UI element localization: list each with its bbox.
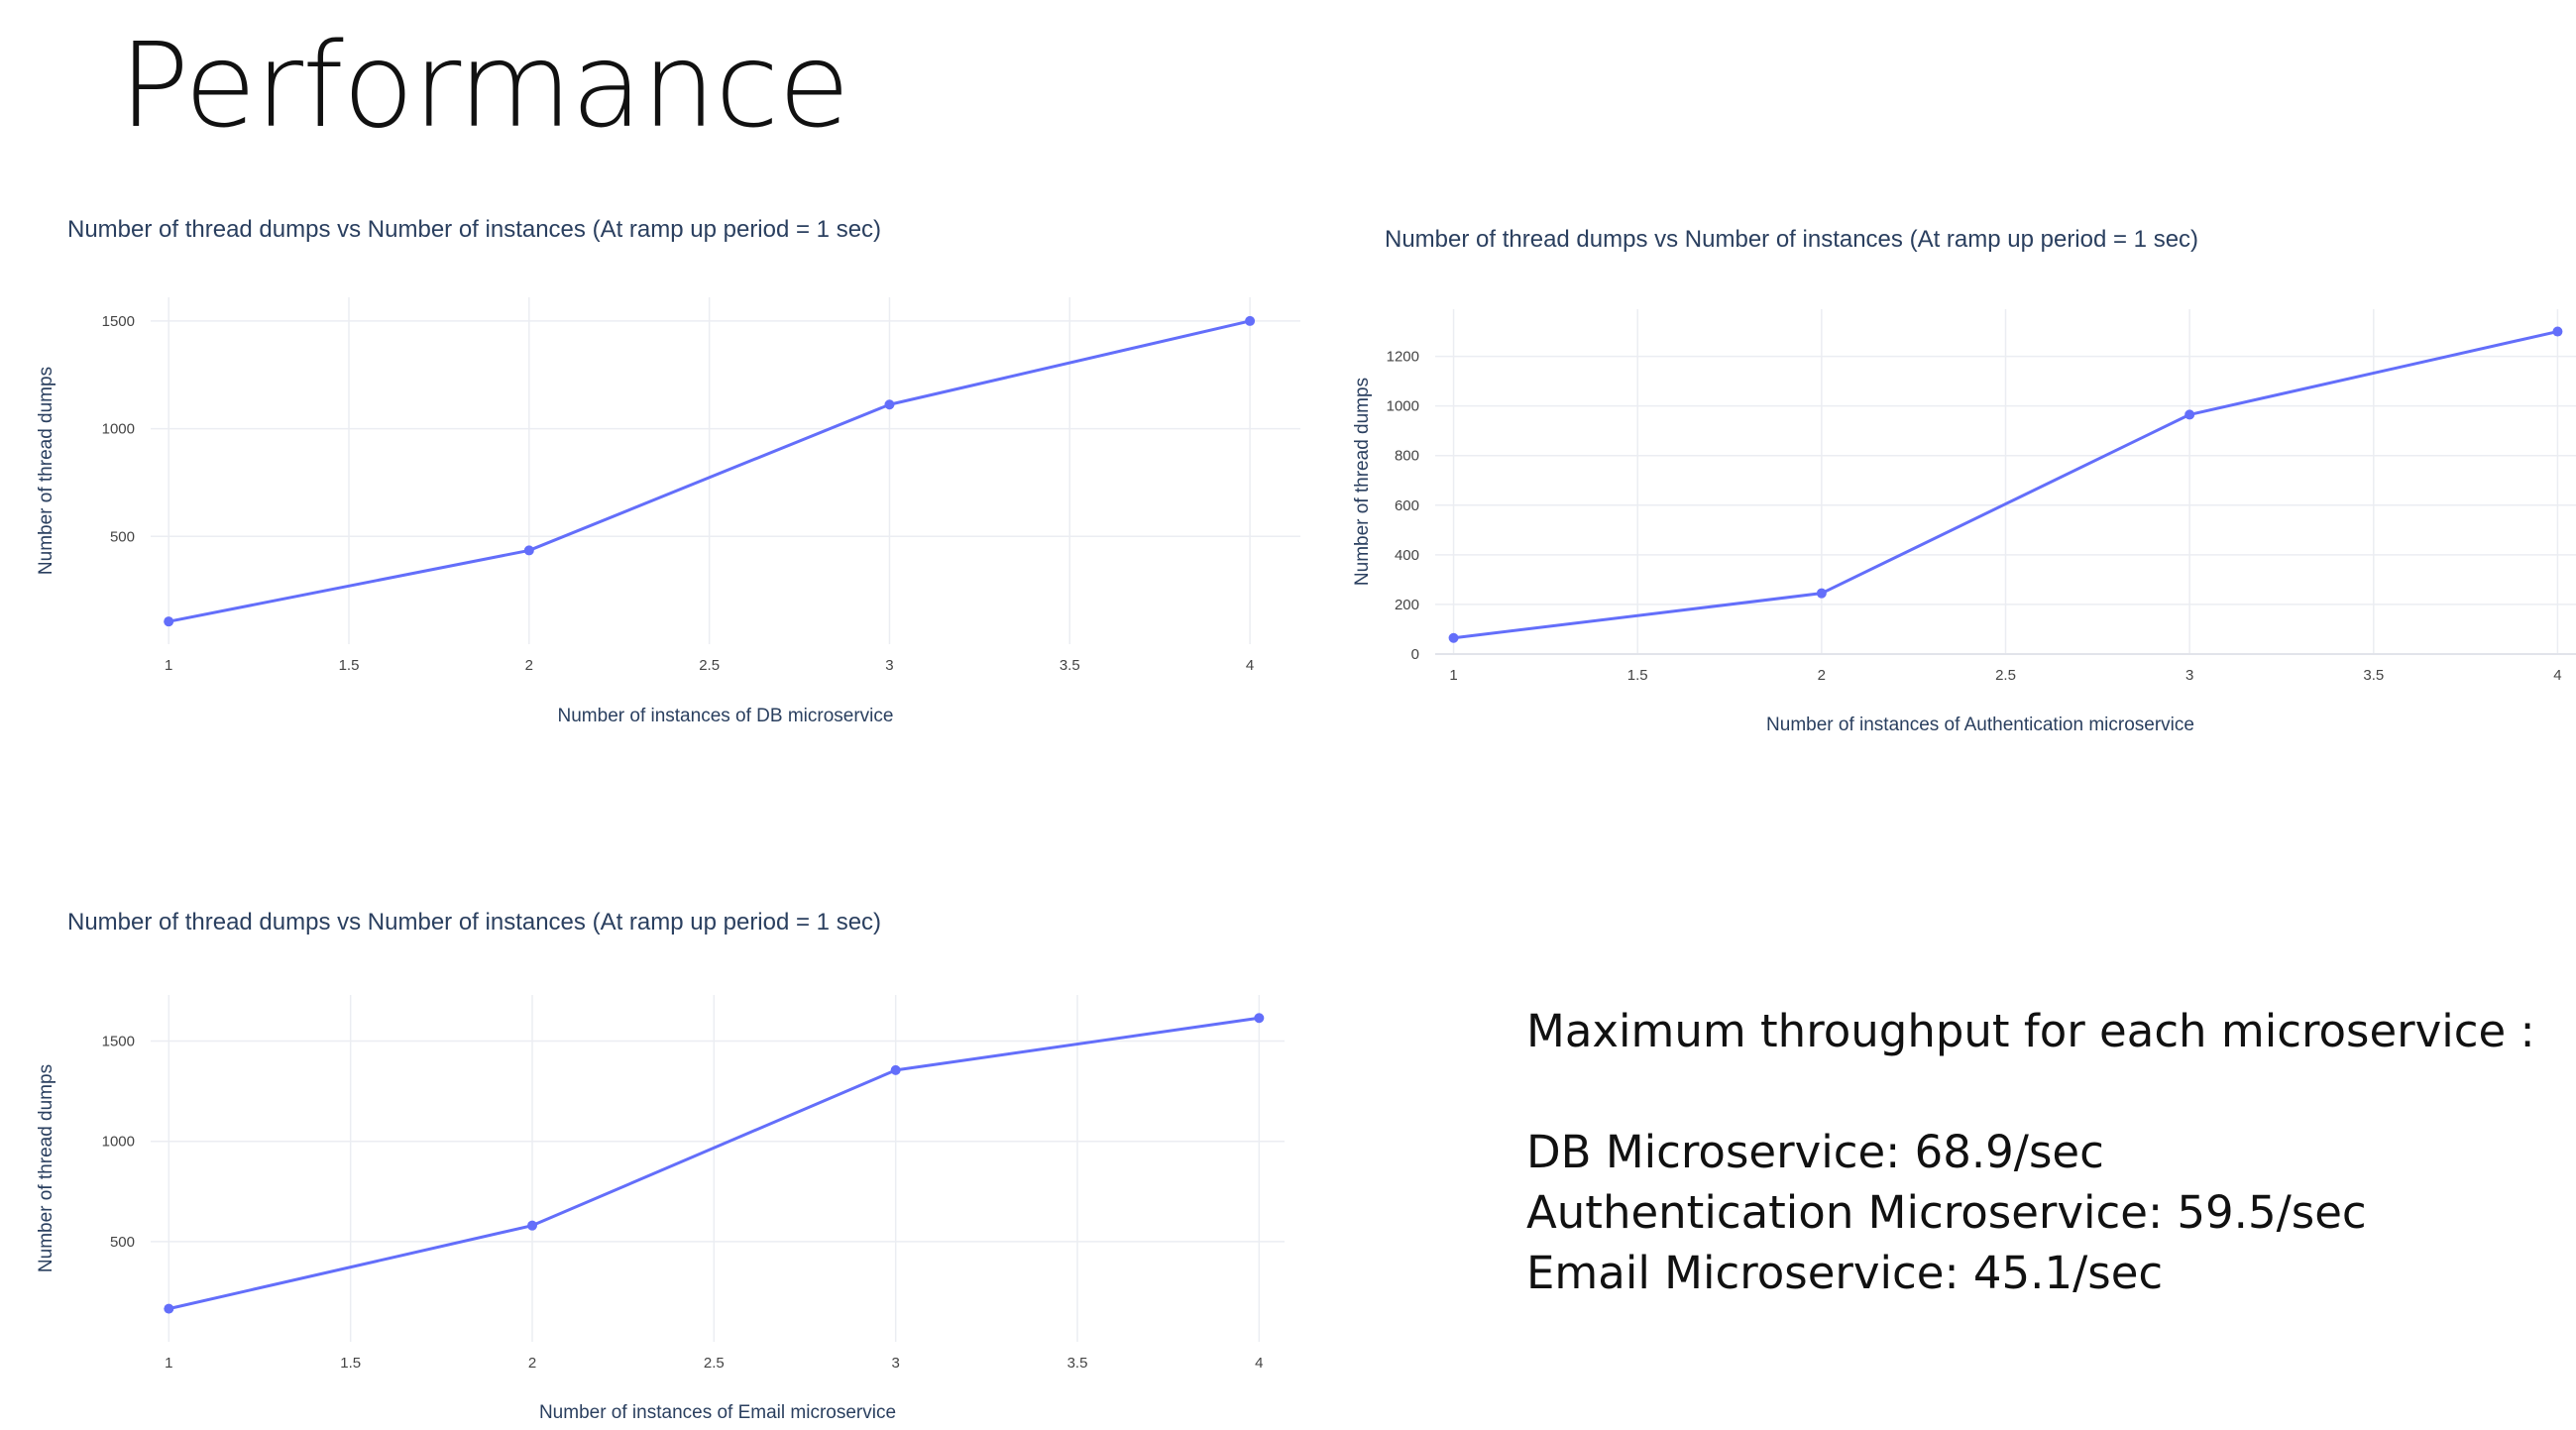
spacer (1526, 1061, 2535, 1122)
x-tick-label: 2 (528, 1355, 536, 1372)
x-tick-label: 2 (1818, 667, 1826, 684)
x-axis-label: Number of instances of Email microservic… (539, 1402, 896, 1423)
throughput-email: Email Microservice: 45.1/sec (1526, 1247, 2164, 1299)
data-point (164, 616, 174, 627)
y-tick-label: 1500 (102, 1034, 135, 1050)
x-tick-label: 4 (2553, 667, 2561, 684)
data-point (523, 545, 534, 556)
chart-title: Number of thread dumps vs Number of inst… (67, 909, 881, 935)
x-tick-label: 3 (885, 657, 893, 674)
x-axis-label: Number of instances of Authentication mi… (1766, 715, 2194, 735)
y-tick-label: 500 (110, 528, 135, 545)
x-tick-label: 1.5 (339, 657, 360, 674)
x-tick-label: 2 (525, 657, 533, 674)
y-tick-label: 1000 (1387, 398, 1419, 415)
y-tick-label: 800 (1395, 448, 1419, 465)
data-point (884, 399, 895, 410)
throughput-db: DB Microservice: 68.9/sec (1526, 1126, 2104, 1178)
x-tick-label: 4 (1255, 1355, 1263, 1372)
chart-email: Number of thread dumps vs Number of inst… (36, 909, 1285, 1423)
y-axis-label: Number of thread dumps (36, 1064, 56, 1272)
y-tick-label: 400 (1395, 547, 1419, 564)
data-point (1254, 1013, 1265, 1024)
x-tick-label: 2.5 (699, 657, 720, 674)
series-line (168, 1016, 1260, 1311)
throughput-summary: Maximum throughput for each microservice… (1526, 1001, 2535, 1303)
y-tick-label: 1500 (102, 313, 135, 330)
x-tick-label: 3.5 (2363, 667, 2384, 684)
data-point (1816, 588, 1827, 599)
data-point (164, 1303, 174, 1314)
x-tick-label: 3.5 (1067, 1355, 1088, 1372)
x-tick-label: 2.5 (1995, 667, 2016, 684)
throughput-authentication: Authentication Microservice: 59.5/sec (1526, 1186, 2367, 1239)
data-point (1245, 315, 1256, 326)
y-tick-label: 500 (110, 1234, 135, 1251)
y-tick-label: 1000 (102, 421, 135, 438)
y-tick-label: 200 (1395, 597, 1419, 613)
chart-title: Number of thread dumps vs Number of inst… (1385, 226, 2198, 253)
x-tick-label: 4 (1246, 657, 1254, 674)
x-tick-label: 3 (2185, 667, 2193, 684)
x-tick-label: 2.5 (704, 1355, 725, 1372)
x-tick-label: 1 (165, 1355, 172, 1372)
y-axis-label: Number of thread dumps (36, 367, 56, 575)
y-tick-label: 0 (1411, 646, 1419, 663)
x-tick-label: 3 (891, 1355, 899, 1372)
series-line (168, 319, 1251, 623)
x-tick-label: 1 (165, 657, 172, 674)
data-point (2184, 409, 2195, 420)
slide-title: Performance (119, 17, 850, 154)
chart-authentication: Number of thread dumps vs Number of inst… (1352, 226, 2576, 735)
throughput-heading: Maximum throughput for each microservice… (1526, 1005, 2535, 1057)
data-point (890, 1064, 901, 1075)
series-line (1453, 330, 2558, 640)
chart-title: Number of thread dumps vs Number of inst… (67, 216, 881, 243)
data-point (2552, 326, 2563, 337)
x-tick-label: 1.5 (340, 1355, 361, 1372)
x-tick-label: 1.5 (1627, 667, 1648, 684)
y-tick-label: 1000 (102, 1134, 135, 1151)
data-point (1448, 632, 1459, 643)
y-tick-label: 1200 (1387, 349, 1419, 366)
x-axis-label: Number of instances of DB microservice (558, 706, 894, 726)
x-tick-label: 1 (1449, 667, 1457, 684)
chart-db: Number of thread dumps vs Number of inst… (36, 216, 1300, 726)
y-tick-label: 600 (1395, 497, 1419, 514)
x-tick-label: 3.5 (1060, 657, 1080, 674)
y-axis-label: Number of thread dumps (1352, 378, 1373, 586)
data-point (527, 1220, 537, 1231)
